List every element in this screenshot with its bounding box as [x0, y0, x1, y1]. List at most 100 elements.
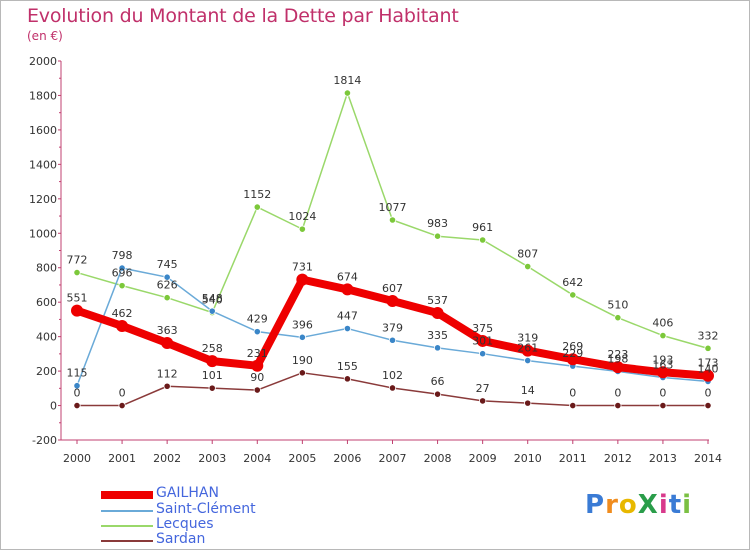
data-point [433, 232, 442, 240]
data-label: 1024 [288, 210, 316, 223]
data-label: 961 [472, 221, 493, 234]
data-label: 626 [157, 279, 178, 292]
data-label: 447 [337, 310, 358, 323]
y-tick-label: 800 [36, 262, 57, 275]
data-point [208, 384, 216, 392]
data-point [614, 401, 622, 410]
y-tick-label: 1200 [29, 193, 57, 206]
data-point [73, 382, 81, 390]
data-point [614, 314, 622, 322]
data-label: 0 [659, 387, 666, 400]
data-label: 90 [250, 371, 264, 384]
data-point [569, 401, 577, 410]
data-label: 363 [157, 324, 178, 337]
data-point [343, 324, 352, 333]
data-label: 462 [112, 307, 133, 320]
data-point [388, 216, 397, 224]
data-point [298, 225, 306, 233]
data-point [251, 359, 264, 372]
data-label: 607 [382, 282, 403, 295]
data-label: 115 [67, 367, 88, 380]
data-point [296, 273, 309, 286]
data-point [208, 307, 216, 315]
data-label: 163 [652, 358, 673, 371]
data-label: 261 [517, 342, 538, 355]
data-point [388, 384, 397, 392]
data-label: 696 [112, 267, 133, 280]
data-label: 231 [247, 347, 268, 360]
data-label: 537 [427, 294, 448, 307]
data-point [163, 382, 171, 390]
data-point [656, 366, 669, 379]
data-label: 335 [427, 329, 448, 342]
data-point [659, 332, 667, 340]
x-tick-label: 2002 [153, 452, 181, 465]
data-point [343, 375, 352, 383]
data-point [118, 401, 126, 410]
data-point [566, 353, 579, 366]
data-label: 27 [476, 382, 490, 395]
data-point [298, 369, 306, 377]
data-label: 223 [607, 348, 628, 361]
data-label: 406 [652, 317, 673, 330]
data-label: 548 [202, 292, 223, 305]
data-point [521, 344, 534, 357]
data-label: 190 [292, 354, 313, 367]
data-point [433, 344, 442, 352]
data-label: 642 [562, 276, 583, 289]
data-point [524, 356, 532, 365]
data-point [702, 369, 714, 382]
data-point [704, 344, 712, 352]
data-point [386, 294, 399, 307]
y-tick-label: 1800 [29, 89, 57, 102]
data-label: 540 [202, 294, 223, 307]
x-tick-label: 2003 [198, 452, 226, 465]
data-label: 269 [562, 340, 583, 353]
x-tick-label: 2007 [379, 452, 407, 465]
y-tick-label: 600 [36, 296, 57, 309]
data-label: 772 [67, 254, 88, 267]
data-label: 229 [562, 347, 583, 360]
data-label: 102 [382, 369, 403, 382]
data-point [524, 262, 532, 271]
x-tick-label: 2008 [424, 452, 452, 465]
data-label: 173 [698, 357, 719, 370]
data-label: 0 [614, 387, 621, 400]
data-point [73, 401, 81, 410]
legend-label-saint-clement: Saint-Clément [156, 501, 256, 517]
x-tick-label: 2000 [63, 452, 91, 465]
logo-letter: r [605, 490, 619, 520]
data-point [253, 328, 261, 336]
data-point [163, 294, 171, 302]
data-point [659, 401, 667, 410]
data-point [161, 337, 174, 350]
data-point [479, 236, 487, 244]
y-tick-label: 1400 [29, 158, 57, 171]
y-tick-label: 1000 [29, 227, 57, 240]
legend-label-lecques: Lecques [156, 516, 214, 532]
y-tick-label: -200 [32, 434, 57, 447]
logo-letter: P [585, 490, 606, 520]
legend-swatch-saint-clement [101, 510, 153, 512]
data-point [569, 291, 577, 299]
data-label: 379 [382, 321, 403, 334]
data-label: 193 [652, 353, 673, 366]
logo-letter: i [682, 490, 693, 520]
x-tick-label: 2013 [649, 452, 677, 465]
data-label: 319 [517, 332, 538, 345]
data-point [388, 336, 397, 344]
data-label: 0 [705, 387, 712, 400]
x-tick-label: 2004 [243, 452, 271, 465]
data-point [343, 89, 352, 97]
chart-unit: (en €) [27, 29, 63, 43]
data-label: 332 [698, 329, 719, 342]
proxiti-logo: ProXiti [585, 490, 692, 520]
logo-letter: X [637, 490, 659, 520]
data-label: 396 [292, 318, 313, 331]
logo-letter: i [658, 490, 669, 520]
data-label: 731 [292, 261, 313, 274]
y-tick-label: 0 [50, 400, 57, 413]
data-point [298, 333, 306, 341]
data-label: 983 [427, 217, 448, 230]
data-label: 375 [472, 322, 493, 335]
